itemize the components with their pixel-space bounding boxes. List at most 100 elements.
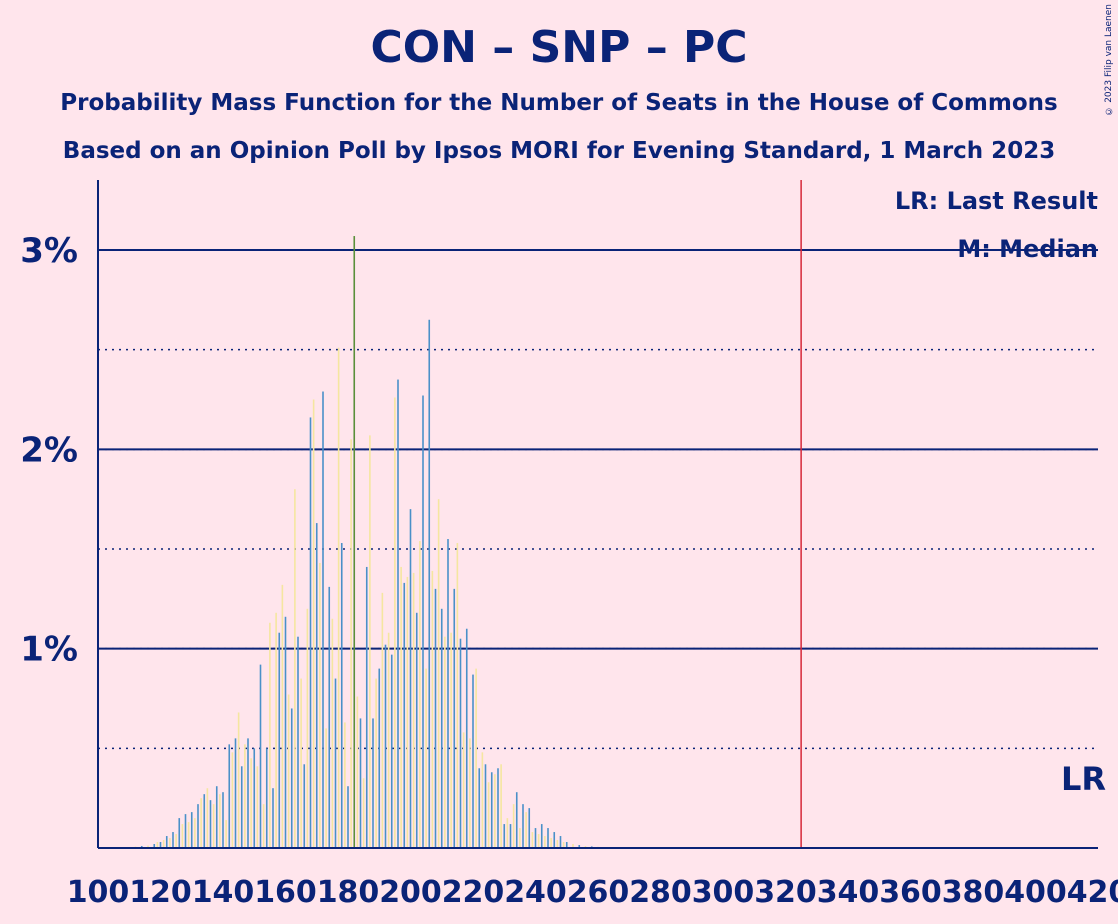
bar-seat-218 xyxy=(465,628,468,848)
x-tick-label: 240 xyxy=(504,875,567,910)
x-tick-label: 380 xyxy=(942,875,1005,910)
bar-seat-140 xyxy=(222,792,224,848)
x-tick-label: 180 xyxy=(317,875,380,910)
legend-entry: LR: Last Result xyxy=(895,187,1098,215)
bar-seat-243 xyxy=(544,836,546,848)
bar-seat-150 xyxy=(253,748,256,848)
bar-seat-231 xyxy=(506,818,509,848)
bar-seat-224 xyxy=(484,764,487,848)
x-tick-label: 220 xyxy=(442,875,505,910)
bar-seat-174 xyxy=(328,586,331,848)
bar-seat-149 xyxy=(250,758,252,848)
bar-seat-246 xyxy=(553,832,556,848)
bar-seat-146 xyxy=(240,766,243,848)
bar-seat-137 xyxy=(212,804,215,848)
bar-seat-248 xyxy=(559,836,562,848)
bar-seat-160 xyxy=(284,616,287,848)
chart-subtitle-1: Probability Mass Function for the Number… xyxy=(60,90,1058,116)
bar-seat-245 xyxy=(550,838,552,848)
bar-seat-237 xyxy=(525,812,527,848)
bar-seat-225 xyxy=(487,782,490,848)
bar-seat-131 xyxy=(194,818,196,848)
bar-seat-242 xyxy=(540,824,543,848)
bar-seat-207 xyxy=(431,570,434,848)
x-tick-label: 340 xyxy=(817,875,880,910)
bar-seat-139 xyxy=(219,794,221,848)
bar-seat-217 xyxy=(462,732,465,848)
bar-seat-221 xyxy=(475,668,477,848)
x-tick-label: 140 xyxy=(192,875,255,910)
bar-seat-175 xyxy=(331,618,334,848)
bar-seat-177 xyxy=(337,347,340,848)
bar-seat-141 xyxy=(225,820,227,848)
bar-seat-123 xyxy=(169,838,171,848)
x-tick-label: 360 xyxy=(879,875,942,910)
chart-title: CON – SNP – PC xyxy=(370,22,748,73)
bar-seat-171 xyxy=(319,562,321,848)
bar-seat-210 xyxy=(440,608,443,848)
bar-seat-192 xyxy=(384,644,387,848)
bar-seat-201 xyxy=(412,572,415,848)
bar-seat-154 xyxy=(265,748,268,848)
bar-seat-193 xyxy=(387,632,390,848)
y-tick-label: 1% xyxy=(20,630,78,670)
bar-seat-220 xyxy=(472,674,474,848)
bar-seat-142 xyxy=(228,744,231,848)
bar-seat-168 xyxy=(309,417,312,848)
bar-seat-157 xyxy=(275,612,277,848)
bar-seat-203 xyxy=(419,541,421,848)
bar-seat-223 xyxy=(481,752,484,848)
bar-seat-209 xyxy=(437,499,440,848)
bar-seat-238 xyxy=(528,808,531,848)
bar-seat-205 xyxy=(425,668,427,848)
bar-seat-188 xyxy=(372,718,374,848)
bar-seat-152 xyxy=(259,664,262,848)
bar-seat-234 xyxy=(515,792,518,848)
bar-seat-187 xyxy=(369,435,371,848)
x-tick-label: 400 xyxy=(1004,875,1067,910)
bar-seat-199 xyxy=(406,576,409,848)
axis-labels: 1%2%3%100 120 140 160 180 200 220 240 260 280 300 3… xyxy=(20,231,1118,910)
bar-seat-121 xyxy=(162,840,165,848)
bar-seat-163 xyxy=(294,489,296,848)
bar-seat-158 xyxy=(278,632,281,848)
bar-seat-252 xyxy=(572,844,574,848)
bar-seat-127 xyxy=(181,824,184,848)
chart-subtitle-2: Based on an Opinion Poll by Ipsos MORI f… xyxy=(62,138,1056,164)
bar-seat-143 xyxy=(231,752,234,848)
bar-seat-202 xyxy=(415,612,418,848)
bar-seat-122 xyxy=(165,836,168,848)
bar-seat-204 xyxy=(422,395,424,848)
bar-seat-130 xyxy=(190,812,193,848)
bar-seat-156 xyxy=(272,788,274,848)
x-tick-label: 200 xyxy=(379,875,442,910)
bar-seat-148 xyxy=(247,738,249,848)
bar-seat-195 xyxy=(394,397,396,848)
bar-seat-212 xyxy=(447,539,449,848)
bar-seat-214 xyxy=(453,588,456,848)
x-tick-label: 260 xyxy=(567,875,630,910)
gridlines xyxy=(98,249,1098,750)
bar-seat-181 xyxy=(350,439,352,848)
bar-seat-213 xyxy=(450,632,452,848)
bar-seat-118 xyxy=(153,844,156,848)
bar-seat-227 xyxy=(494,774,496,848)
bar-seat-161 xyxy=(287,694,290,848)
bar-seat-215 xyxy=(456,543,459,848)
bar-seat-176 xyxy=(334,678,337,848)
bar-seat-116 xyxy=(147,845,149,848)
bar-seat-126 xyxy=(178,818,181,848)
bar-seat-189 xyxy=(375,678,377,848)
bar-seat-119 xyxy=(156,842,159,848)
bar-seat-190 xyxy=(378,668,381,848)
bar-seat-211 xyxy=(444,636,446,848)
bar-seat-162 xyxy=(290,708,293,848)
bar-seat-147 xyxy=(244,744,246,848)
bar-seat-230 xyxy=(503,824,506,848)
bar-seat-208 xyxy=(434,588,437,848)
x-tick-label: 320 xyxy=(754,875,817,910)
x-tick-label: 280 xyxy=(629,875,692,910)
bar-seat-135 xyxy=(206,788,209,848)
bar-seat-250 xyxy=(565,842,568,848)
